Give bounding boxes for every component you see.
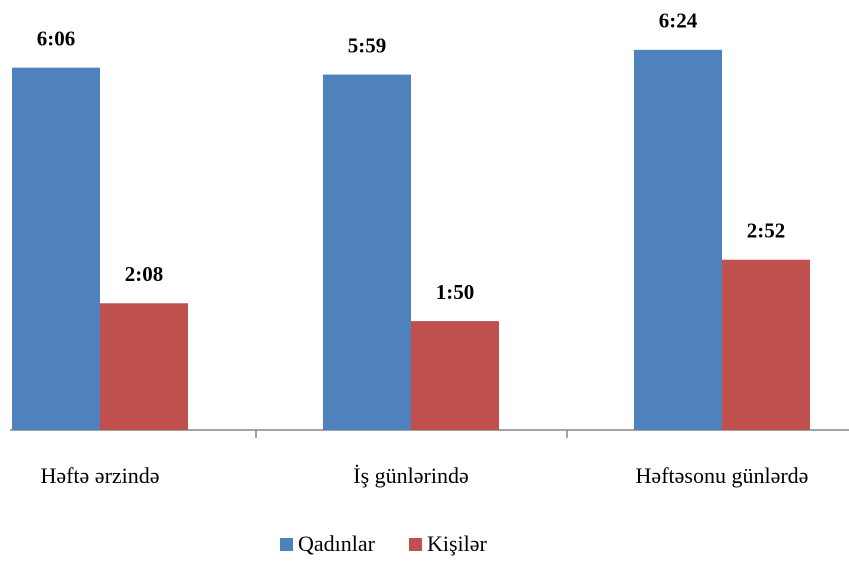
- bar: [722, 259, 810, 430]
- bar: [100, 303, 188, 430]
- x-tick-label: Həftəsonu günlərdə: [636, 463, 809, 488]
- bar: [634, 49, 722, 431]
- x-tick-label: İş günlərində: [353, 463, 468, 488]
- bar: [411, 321, 499, 430]
- data-label: 1:50: [436, 280, 475, 304]
- data-label: 6:06: [37, 26, 76, 50]
- data-label: 6:24: [659, 9, 698, 33]
- legend-swatch: [408, 538, 422, 551]
- data-label: 2:52: [747, 219, 786, 243]
- legend-label: Kişilər: [427, 531, 488, 556]
- legend-swatch: [280, 538, 293, 551]
- bar: [12, 67, 100, 430]
- data-label: 5:59: [348, 33, 387, 57]
- x-tick-label: Həftə ərzində: [40, 463, 159, 488]
- legend-label: Qadınlar: [298, 531, 376, 556]
- data-label: 2:08: [125, 262, 164, 286]
- bar: [323, 74, 411, 430]
